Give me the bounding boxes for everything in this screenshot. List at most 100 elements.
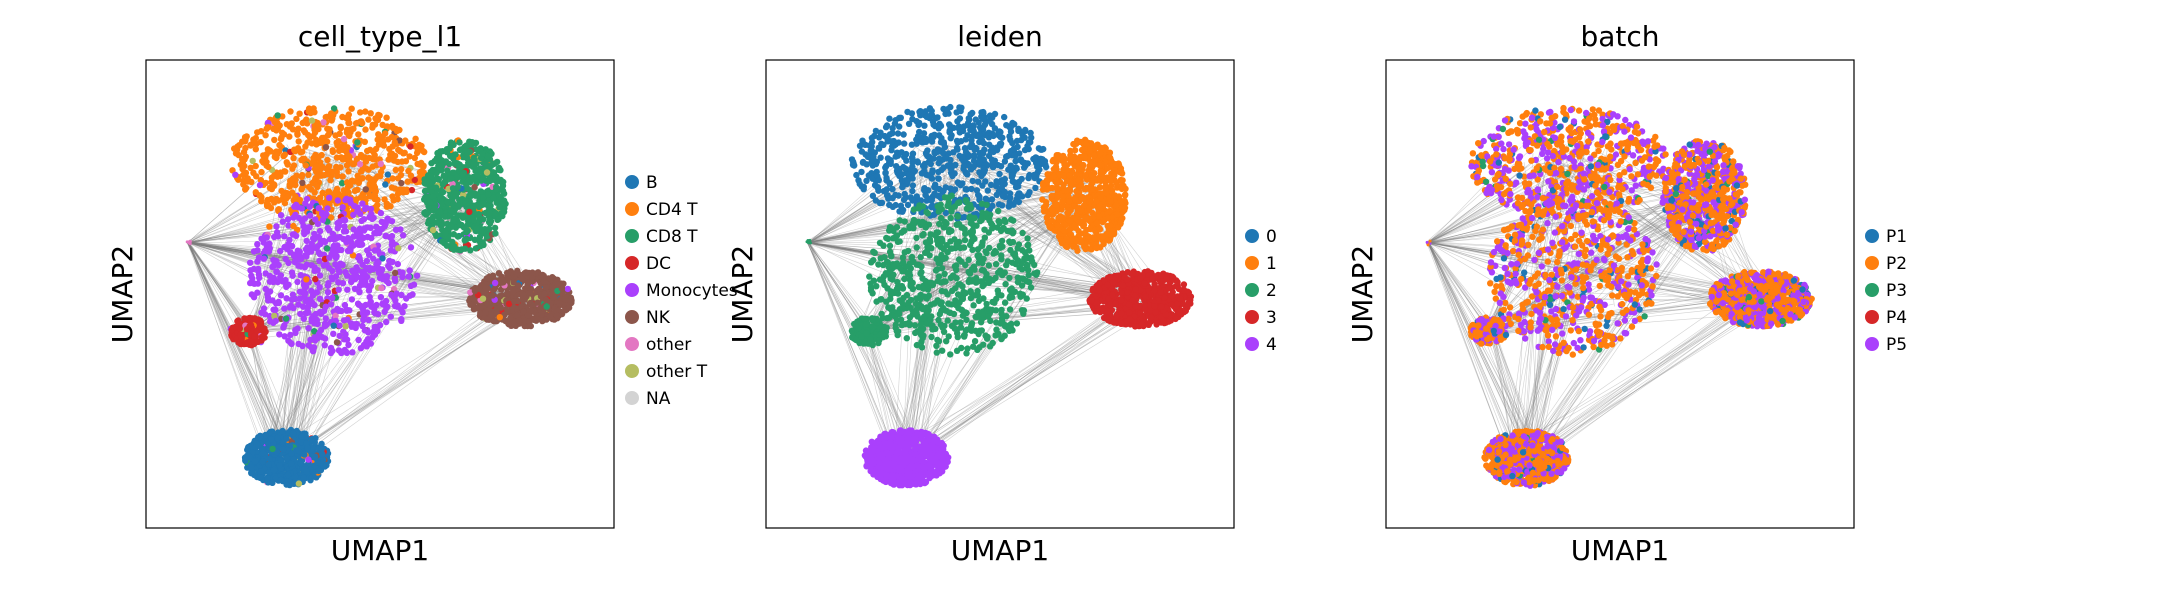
cell-point [391,277,399,285]
cell-point [989,158,996,165]
cell-point [402,137,409,144]
cell-point [264,146,272,153]
cluster-mid-points [247,194,421,357]
cell-point [553,312,561,319]
cell-point [281,151,288,158]
cell-point [247,267,254,274]
cell-point [426,179,433,187]
cell-point [266,455,273,462]
cell-point [926,172,933,179]
cell-point [542,284,550,291]
cell-point [402,158,410,165]
cell-point [283,121,291,128]
cell-point [968,137,975,144]
cell-point [347,247,354,254]
cell-point [899,183,906,191]
cell-point [364,147,371,155]
cell-point [277,476,285,484]
cell-point [497,304,504,311]
cell-point [260,152,267,159]
cell-point [384,171,391,178]
cell-point [348,296,356,303]
knn-edge [280,196,463,454]
cell-point [498,178,505,186]
cell-point [870,153,877,160]
cell-point [994,161,1002,169]
cell-point [509,288,517,296]
cell-point [359,261,366,268]
cell-point [305,171,312,178]
cell-point [513,269,521,277]
cell-point [297,272,304,279]
cell-point [371,247,379,254]
x-axis-label: UMAP1 [331,534,430,567]
cell-point [377,160,384,167]
cell-point [984,187,991,194]
cell-point [909,182,917,189]
cell-point [463,235,470,243]
cell-point [456,146,464,154]
cell-point [444,167,451,174]
cell-point [327,301,335,308]
cell-point [522,269,530,276]
cell-point [447,207,455,214]
cell-point [338,349,345,357]
cell-point [374,196,381,203]
cell-point [369,124,376,131]
cell-point [431,157,438,165]
cell-point [447,139,455,146]
cell-point [398,166,405,173]
knn-edge [187,242,246,325]
cell-point [527,290,534,297]
cell-point [259,458,266,465]
cell-point [959,153,966,160]
cell-point [252,162,259,170]
legend-marker [625,337,639,351]
cell-point [476,284,483,292]
knn-edge [187,242,255,330]
cell-point [374,136,381,143]
cell-point [242,153,249,160]
knn-edge [187,161,315,243]
cell-point [957,182,964,189]
cell-point [1018,175,1025,183]
cell-point [988,120,996,128]
cell-point [986,112,994,119]
knn-edge [319,148,528,292]
cell-point [308,248,315,255]
cell-point [886,180,893,188]
cell-point [492,230,499,237]
cell-point [340,228,348,235]
cell-point [298,186,305,193]
cell-point [322,114,329,121]
cell-point [250,248,258,255]
cell-point [326,194,333,201]
knn-edge [187,242,278,463]
cell-point [499,276,506,284]
cell-point [387,247,395,254]
cell-point [900,196,908,204]
cell-point [554,281,561,288]
cell-point [252,146,259,153]
knn-edge [808,242,875,326]
cell-point [863,177,870,184]
cell-point [392,166,399,174]
cell-point [989,202,996,209]
cell-point [892,153,899,160]
cell-point [282,255,289,263]
cell-point [308,117,316,124]
cell-point [1025,174,1032,182]
cell-point [928,196,935,204]
cell-point [391,152,399,160]
cell-point [232,323,239,330]
cell-point [330,105,338,112]
cell-point [320,237,327,245]
cell-point [282,315,290,322]
cell-point [359,120,366,127]
knn-edge [189,242,506,295]
cell-point [270,256,277,264]
cell-point [294,278,301,286]
cell-point [329,294,336,302]
cell-point [1026,189,1033,196]
cell-point [295,262,302,269]
